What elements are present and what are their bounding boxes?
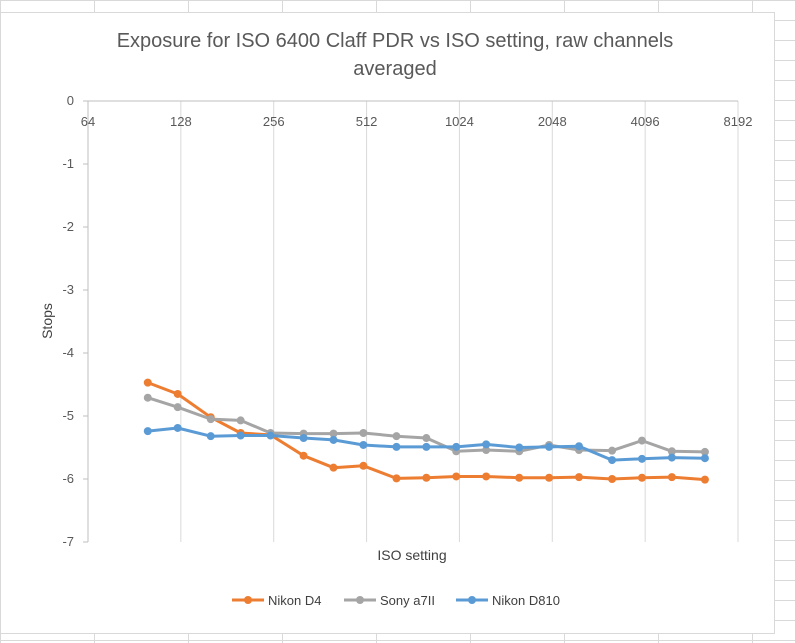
data-point [143, 378, 152, 387]
data-point [667, 473, 676, 482]
data-point [575, 442, 584, 451]
axes [83, 100, 738, 543]
legend-swatch-marker [244, 596, 252, 604]
data-point [392, 442, 401, 451]
y-tick-label: -1 [62, 156, 74, 171]
y-tick-label: -3 [62, 282, 74, 297]
data-point [482, 446, 491, 455]
legend: Nikon D4 Sony a7II Nikon D810 [232, 593, 560, 608]
data-point [667, 453, 676, 462]
data-point [545, 442, 554, 451]
data-point [299, 434, 308, 443]
tick-labels: 64 128 256 512 1024 2048 4096 8192 0 -1 -2 -3 -4 -5 -6… [62, 93, 752, 549]
data-point [637, 436, 646, 445]
x-tick-label: 2048 [538, 114, 567, 129]
chart-title-line-2: averaged [353, 58, 436, 80]
legend-item-sony-a7ii[interactable]: Sony a7II [344, 593, 435, 608]
data-point [392, 474, 401, 483]
data-point [700, 475, 709, 484]
x-tick-label: 512 [356, 114, 378, 129]
data-point [329, 435, 338, 444]
data-point [173, 403, 182, 412]
data-point [422, 442, 431, 451]
data-point [422, 434, 431, 443]
x-tick-label: 1024 [445, 114, 474, 129]
legend-swatch-marker [356, 596, 364, 604]
data-point [482, 472, 491, 481]
y-tick-label: -5 [62, 408, 74, 423]
data-point [236, 431, 245, 440]
data-point [515, 443, 524, 452]
data-point [206, 432, 215, 441]
data-point [359, 461, 368, 470]
data-point [515, 473, 524, 482]
x-axis-title: ISO setting [377, 547, 446, 563]
data-point [667, 447, 676, 456]
data-point [266, 431, 275, 440]
data-point [422, 473, 431, 482]
series-nikon-d4 [143, 378, 709, 484]
data-point [608, 456, 617, 465]
data-point [236, 416, 245, 425]
legend-label: Nikon D4 [268, 593, 321, 608]
data-point [359, 429, 368, 438]
series-lines [143, 378, 709, 484]
legend-label: Nikon D810 [492, 593, 560, 608]
data-point [206, 415, 215, 424]
data-point [299, 451, 308, 460]
data-point [173, 423, 182, 432]
data-point [482, 440, 491, 449]
legend-item-nikon-d4[interactable]: Nikon D4 [232, 593, 321, 608]
legend-label: Sony a7II [380, 593, 435, 608]
chart-area[interactable] [0, 12, 775, 634]
chart-title-line-1: Exposure for ISO 6400 Claff PDR vs ISO s… [117, 30, 674, 52]
series-nikon-d810 [143, 423, 709, 465]
y-tick-label: -4 [62, 345, 74, 360]
x-tick-label: 64 [81, 114, 95, 129]
data-point [637, 473, 646, 482]
data-point [545, 473, 554, 482]
x-tick-label: 8192 [724, 114, 753, 129]
data-point [329, 463, 338, 472]
data-point [143, 427, 152, 436]
legend-swatch-marker [468, 596, 476, 604]
data-point [329, 429, 338, 438]
y-tick-label: -7 [62, 534, 74, 549]
data-point [452, 472, 461, 481]
data-point [392, 432, 401, 441]
data-point [452, 442, 461, 451]
x-tick-label: 128 [170, 114, 192, 129]
y-tick-label: -2 [62, 219, 74, 234]
y-tick-label: -6 [62, 471, 74, 486]
data-point [575, 473, 584, 482]
data-point [608, 475, 617, 483]
legend-item-nikon-d810[interactable]: Nikon D810 [456, 593, 560, 608]
data-point [700, 454, 709, 463]
data-point [608, 446, 617, 455]
series-line-nikon-d4 [147, 381, 706, 482]
data-point [359, 440, 368, 449]
y-tick-label: 0 [67, 93, 74, 108]
data-point [637, 454, 646, 463]
data-point [700, 447, 709, 456]
y-axis-title: Stops [39, 303, 55, 339]
x-tick-label: 4096 [631, 114, 660, 129]
data-point [173, 389, 182, 398]
data-point [143, 393, 152, 402]
x-tick-label: 256 [263, 114, 285, 129]
